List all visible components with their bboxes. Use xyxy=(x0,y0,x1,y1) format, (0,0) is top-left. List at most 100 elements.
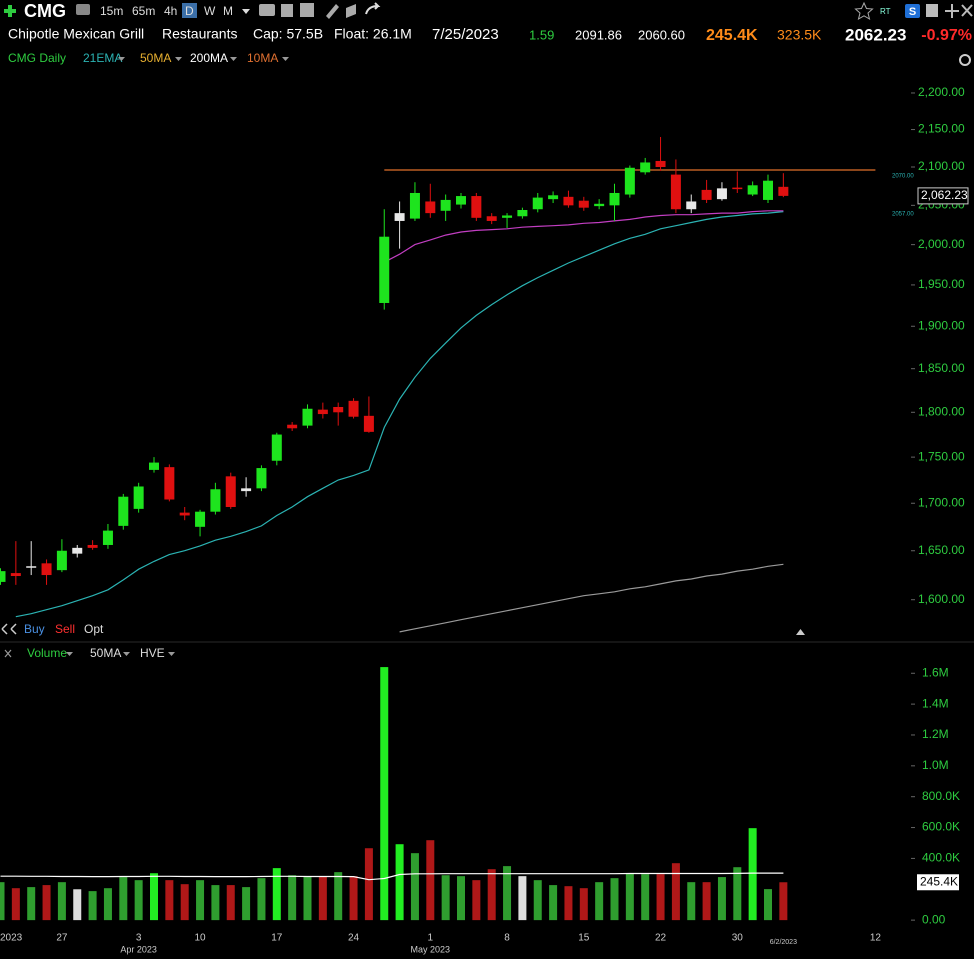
candle-body xyxy=(302,408,313,426)
rt-badge[interactable]: RT xyxy=(880,7,891,16)
candle-body xyxy=(41,563,52,576)
price-axis: 1,600.00 1,650.00 1,700.00 1,750.00 1,800.00… xyxy=(892,85,969,606)
y-tick-label: 2,150.00 xyxy=(918,122,965,136)
trade-button[interactable]: Opt xyxy=(84,622,104,636)
y-tick-label: 1,800.00 xyxy=(918,404,965,418)
candle-body xyxy=(348,400,359,417)
timeframe[interactable]: D xyxy=(185,4,194,18)
timeframe[interactable]: 15m xyxy=(100,4,123,18)
candle-body xyxy=(578,200,589,208)
trade-icon[interactable] xyxy=(1,623,17,635)
volume-bar xyxy=(441,875,450,921)
legend-item[interactable]: 50MA xyxy=(90,646,121,660)
volume-bar xyxy=(288,875,297,921)
candle-body xyxy=(563,196,574,206)
s-badge[interactable]: S xyxy=(909,6,916,18)
legend-item[interactable]: 50MA xyxy=(140,51,171,65)
last-volume-label: 245.4K xyxy=(920,874,958,888)
timeframe[interactable]: 4h xyxy=(164,4,177,18)
timeframes: 15m 65m 4h D W M xyxy=(100,3,233,18)
candle-body xyxy=(102,530,113,545)
x-tick-label: 2023 xyxy=(0,933,23,944)
legend-item[interactable]: 21EMA xyxy=(83,51,122,65)
timeframe[interactable]: W xyxy=(204,4,216,18)
volume-bar xyxy=(518,876,527,921)
indicator-line xyxy=(15,211,784,618)
share-icon[interactable] xyxy=(365,2,381,15)
price-label: 2057.00 xyxy=(892,212,914,218)
candle-body xyxy=(118,496,129,526)
dropdown[interactable] xyxy=(118,57,125,61)
dropdown[interactable] xyxy=(282,57,289,61)
legend-item[interactable]: HVE xyxy=(140,646,165,660)
candle-body xyxy=(394,213,405,221)
candle-body xyxy=(56,550,67,571)
tool-icon[interactable] xyxy=(346,4,356,18)
candle-body xyxy=(486,216,497,221)
s-badge-bg[interactable] xyxy=(905,4,920,18)
volume-bar xyxy=(748,828,757,921)
tool-icon[interactable] xyxy=(300,3,314,17)
active-timeframe[interactable] xyxy=(182,3,197,18)
tool-icon[interactable] xyxy=(281,4,293,17)
legend-item[interactable]: 200MA xyxy=(190,51,228,65)
volume-bar xyxy=(717,877,726,921)
legend-item[interactable]: 10MA xyxy=(247,51,278,65)
dropdown[interactable] xyxy=(175,57,182,61)
x-tick-label: 8 xyxy=(504,933,510,944)
candle-body xyxy=(532,197,543,210)
candle-body xyxy=(778,186,789,196)
trade-button[interactable]: Sell xyxy=(55,622,75,636)
y-tick-label: 800.0K xyxy=(922,789,960,803)
x-tick-label: 1 xyxy=(428,933,434,944)
timeframe[interactable]: M xyxy=(223,4,233,18)
add-icon[interactable] xyxy=(4,5,16,17)
symbol[interactable]: CMG xyxy=(24,1,66,21)
save-icon[interactable] xyxy=(926,4,938,17)
y-tick-label: 1,850.00 xyxy=(918,361,965,375)
candle-body xyxy=(548,195,559,200)
dropdown[interactable] xyxy=(123,652,130,656)
volume-bar xyxy=(180,884,189,921)
x-tick-label: 10 xyxy=(194,933,206,944)
trade-button[interactable]: Buy xyxy=(24,622,45,636)
timeframe[interactable]: 65m xyxy=(132,4,155,18)
settings-icon[interactable] xyxy=(959,54,971,66)
tool-icon[interactable] xyxy=(259,4,275,16)
candle-body xyxy=(195,511,206,527)
candle-body xyxy=(363,415,374,432)
candle-body xyxy=(763,180,773,200)
dropdown[interactable] xyxy=(168,652,175,656)
candle-body xyxy=(333,406,344,413)
market-cap: Cap: 57.5B xyxy=(253,26,323,42)
close-panel[interactable] xyxy=(4,649,12,658)
y-tick-label: 0.00 xyxy=(922,912,946,926)
x-tick-label: 12 xyxy=(870,933,882,944)
volume-bar xyxy=(226,885,235,921)
price-label: 2070.00 xyxy=(892,173,914,179)
camera-icon[interactable] xyxy=(76,4,90,15)
close-icon[interactable] xyxy=(961,4,973,17)
industry: Restaurants xyxy=(162,26,237,42)
move-icon[interactable] xyxy=(945,4,959,18)
dropdown[interactable] xyxy=(66,652,73,656)
y-tick-label: 1.0M xyxy=(922,758,949,772)
float: Float: 26.1M xyxy=(334,26,412,42)
avg-volume: 323.5K xyxy=(777,27,822,43)
y-tick-label: 1,700.00 xyxy=(918,495,965,509)
volume-bar xyxy=(242,887,251,921)
legend: 50MA HVE xyxy=(66,646,175,660)
volume-bar xyxy=(410,853,419,921)
star-icon[interactable] xyxy=(854,1,874,21)
dropdown[interactable] xyxy=(242,9,250,14)
volume-bar xyxy=(103,888,112,921)
dropdown[interactable] xyxy=(230,57,237,61)
volume-bar xyxy=(457,876,465,921)
candle-body xyxy=(655,160,666,168)
draw-icon[interactable] xyxy=(326,4,339,19)
x-tick-label: 17 xyxy=(271,933,283,944)
candle-body xyxy=(379,236,390,303)
volume-bar xyxy=(503,866,512,921)
legend: 21EMA 50MA 200MA 10MA xyxy=(83,51,289,65)
